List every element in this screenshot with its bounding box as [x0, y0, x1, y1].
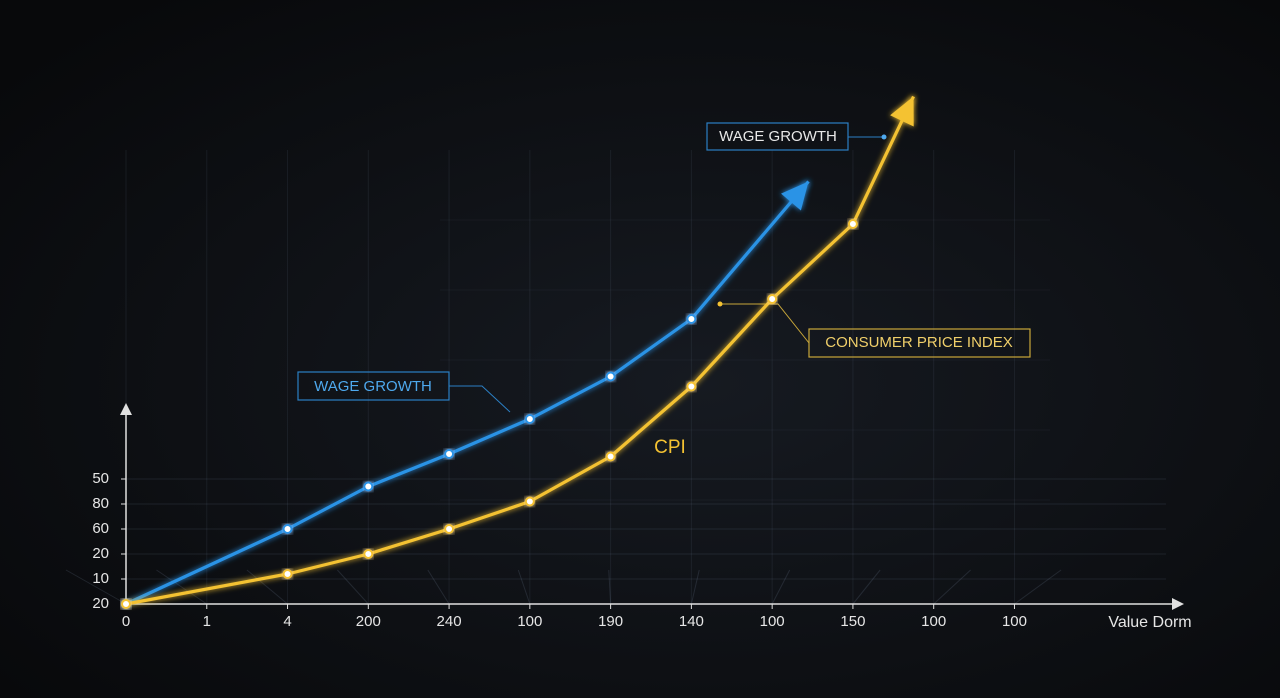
grid-line	[771, 569, 791, 605]
point	[121, 599, 131, 609]
point	[524, 414, 535, 424]
grid-line	[933, 569, 971, 605]
point	[524, 496, 535, 507]
y-tick-label: 60	[92, 520, 109, 537]
grid-line	[690, 569, 700, 605]
x-tick-label: 100	[1002, 613, 1027, 630]
grid-line	[156, 569, 208, 605]
grid-line	[852, 569, 881, 605]
x-tick-label: 100	[760, 613, 785, 630]
point	[363, 549, 374, 559]
annotation: WAGE GROWTH	[719, 128, 837, 145]
series-label: CPI	[654, 437, 686, 458]
point	[282, 569, 293, 579]
series-line	[125, 95, 915, 606]
point	[444, 524, 455, 534]
x-axis-label: Value Dorm	[1108, 614, 1191, 631]
x-tick-label: 100	[921, 613, 946, 630]
y-tick-label: 20	[92, 545, 109, 562]
point	[363, 481, 374, 492]
point	[444, 449, 455, 459]
leader-line	[449, 385, 511, 413]
series-label: WAGE GROWTH	[314, 378, 432, 395]
y-tick-label: 20	[92, 595, 109, 612]
x-tick-label: 100	[517, 613, 542, 630]
point	[605, 451, 616, 462]
x-tick-label: 190	[598, 613, 623, 630]
y-tick-label: 80	[92, 495, 109, 512]
arrow-head	[890, 96, 914, 127]
x-tick-label: 150	[840, 613, 865, 630]
y-tick-label: 10	[92, 570, 109, 587]
leader-line	[720, 303, 810, 344]
x-tick-label: 4	[283, 613, 291, 630]
point	[686, 314, 697, 324]
x-tick-label: 240	[437, 613, 462, 630]
leader-dot	[717, 301, 723, 307]
point	[686, 381, 697, 392]
x-tick-label: 0	[122, 613, 130, 630]
x-tick-label: 1	[203, 613, 211, 630]
grid-line	[517, 569, 531, 605]
point	[847, 219, 858, 229]
x-tick-label: 140	[679, 613, 704, 630]
series-line	[125, 180, 810, 606]
x-tick-label: 200	[356, 613, 381, 630]
annotation: CONSUMER PRICE INDEX	[825, 334, 1013, 351]
grid-line	[65, 569, 127, 605]
point	[767, 294, 778, 304]
y-axis-arrow	[120, 403, 132, 415]
point	[605, 371, 616, 382]
arrow-head	[781, 181, 809, 211]
grid-line	[608, 569, 612, 605]
grid-line	[427, 569, 450, 605]
grid-line	[1014, 569, 1062, 605]
grid-line	[246, 569, 288, 605]
leader-dot	[881, 134, 887, 140]
grid-line	[337, 569, 369, 605]
y-tick-label: 50	[92, 470, 109, 487]
x-axis-arrow	[1172, 598, 1184, 610]
point	[282, 524, 293, 534]
